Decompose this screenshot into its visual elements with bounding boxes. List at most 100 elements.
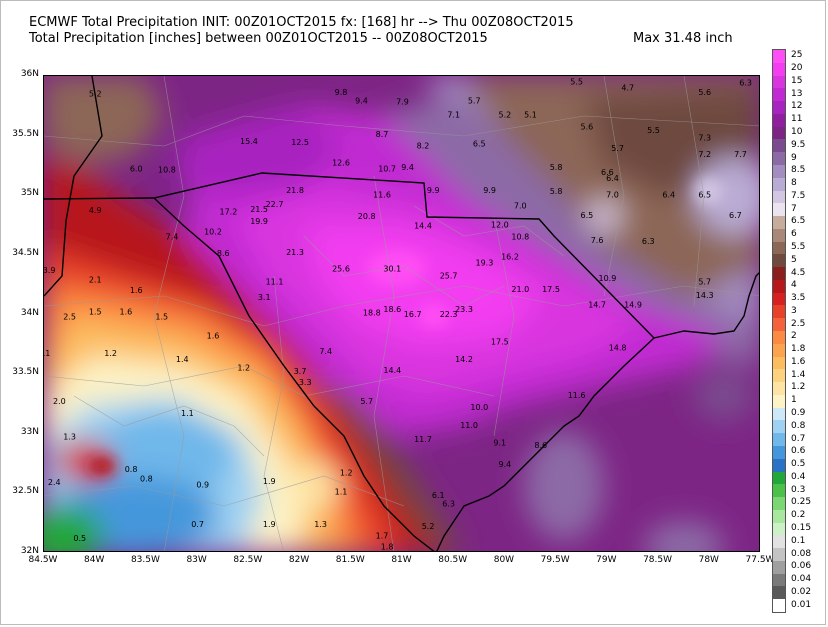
- precip-value-label: 16.7: [404, 310, 422, 319]
- precip-value-label: 0.8: [140, 474, 153, 483]
- precip-value-label: 0.7: [191, 520, 204, 529]
- state-borders: [44, 76, 759, 551]
- precip-value-label: 5.2: [422, 522, 435, 531]
- precip-value-label: 20.8: [358, 212, 376, 221]
- longitude-label: 82.5W: [233, 555, 263, 565]
- colorbar-swatch: [773, 599, 785, 613]
- precip-value-label: 9.1: [493, 439, 506, 448]
- longitude-label: 77.5W: [745, 555, 775, 565]
- precip-value-label: 5.2: [499, 111, 512, 120]
- precip-value-label: 14.8: [609, 343, 627, 352]
- map-title: ECMWF Total Precipitation INIT: 00Z01OCT…: [29, 15, 574, 30]
- precip-value-label: 6.3: [642, 237, 655, 246]
- precip-value-label: 8.7: [376, 130, 389, 139]
- precip-value-label: 1.9: [263, 477, 276, 486]
- precip-value-label: 0.9: [196, 480, 209, 489]
- precip-value-label: 9.9: [483, 186, 496, 195]
- colorbar-label: 4.5: [791, 267, 806, 278]
- precip-value-label: 7.6: [591, 236, 604, 245]
- precip-value-label: 6.0: [130, 164, 143, 173]
- precip-value-label: 30.1: [383, 265, 401, 274]
- colorbar-swatch: [773, 509, 785, 524]
- precip-value-label: 25.7: [440, 272, 458, 281]
- colorbar-label: 6: [791, 229, 797, 240]
- precip-value-label: 17.2: [219, 207, 237, 216]
- precip-value-label: 6.3: [739, 79, 752, 88]
- longitude-label: 84W: [84, 555, 105, 565]
- precip-value-label: 6.4: [606, 174, 619, 183]
- colorbar-swatch: [773, 292, 785, 306]
- colorbar-label: 1: [791, 395, 797, 406]
- precip-value-label: 1.3: [63, 433, 76, 442]
- precip-value-label: 8.6: [534, 441, 547, 450]
- precip-value-label: 1.6: [120, 308, 133, 317]
- precip-value-label: 11.7: [414, 435, 432, 444]
- precip-value-label: 12.5: [291, 138, 309, 147]
- colorbar-label: 0.1: [791, 535, 806, 546]
- precip-value-label: 18.8: [363, 309, 381, 318]
- precip-value-label: 10.7: [378, 164, 396, 173]
- colorbar-label: 1.4: [791, 369, 806, 380]
- precip-value-label: 14.2: [455, 355, 473, 364]
- colorbar-swatch: [773, 560, 785, 575]
- precip-value-label: 1.4: [176, 355, 189, 364]
- colorbar-swatch: [773, 203, 785, 217]
- precip-value-label: 5.7: [611, 144, 624, 153]
- colorbar-swatch: [773, 152, 785, 166]
- precipitation-map: 5.2 6.0 10.8 4.9 15.4 12.5 9.8 9.4 7.9 7.1 5.7 8.7 8…: [43, 75, 760, 552]
- latitude-label: 34N: [20, 307, 39, 318]
- longitude-label: 80.5W: [438, 555, 468, 565]
- latitude-label: 35.5N: [12, 128, 39, 139]
- precip-value-label: 4.7: [621, 83, 634, 92]
- precip-value-label: 21.5: [250, 205, 268, 214]
- precip-value-label: 9.8: [335, 88, 348, 97]
- colorbar-label: 0.8: [791, 420, 806, 431]
- precip-value-label: 5.7: [468, 96, 481, 105]
- longitude-label: 79W: [596, 555, 617, 565]
- precip-value-label: 3.7: [294, 367, 307, 376]
- colorbar-label: 0.2: [791, 510, 806, 521]
- precip-value-label: 5.1: [524, 111, 537, 120]
- latitude-label: 34.5N: [12, 247, 39, 258]
- precip-value-label: 7.0: [514, 201, 527, 210]
- max-value-label: Max 31.48 inch: [633, 31, 733, 46]
- precip-value-label: 14.3: [696, 291, 714, 300]
- precip-value-label: 7.4: [166, 232, 179, 241]
- longitude-label: 81W: [391, 555, 412, 565]
- colorbar-swatch: [773, 101, 785, 115]
- precip-value-label: 15.4: [240, 137, 258, 146]
- precip-value-label: 14.4: [383, 366, 401, 375]
- colorbar-swatch: [773, 88, 785, 102]
- colorbar-label: 0.01: [791, 599, 812, 610]
- colorbar-swatch: [773, 497, 785, 511]
- precip-value-label: 6.1: [432, 491, 445, 500]
- colorbar-label: 2.5: [791, 318, 806, 329]
- colorbar-label: 0.6: [791, 446, 806, 457]
- precip-value-label: 18.6: [383, 305, 401, 314]
- precip-value-label: 11.0: [460, 421, 478, 430]
- precip-value-label: 21.0: [511, 285, 529, 294]
- colorbar-swatch: [773, 573, 785, 587]
- latitude-label: 33N: [20, 426, 39, 437]
- colorbar-swatch: [773, 216, 785, 230]
- precip-value-label: 1.9: [263, 520, 276, 529]
- precip-value-label: 6.5: [698, 191, 711, 200]
- colorbar-label: 4: [791, 280, 797, 291]
- colorbar-label: 0.15: [791, 522, 812, 533]
- longitude-label: 81.5W: [335, 555, 365, 565]
- colorbar-label: 8: [791, 178, 797, 189]
- longitude-label: 82W: [288, 555, 310, 565]
- precip-value-label: 21.3: [286, 248, 304, 257]
- precip-value-label: 5.1: [44, 349, 50, 358]
- colorbar-label: 5.5: [791, 241, 806, 252]
- colorbar-label: 9.5: [791, 139, 806, 150]
- longitude-label: 80W: [493, 555, 515, 565]
- precip-value-label: 2.0: [53, 397, 66, 406]
- colorbar-label: 10: [791, 127, 803, 138]
- colorbar-label: 7: [791, 203, 797, 214]
- precip-value-label: 1.2: [104, 349, 117, 358]
- precip-value-label: 22.3: [440, 310, 458, 319]
- colorbar-label: 1.2: [791, 382, 806, 393]
- colorbar-swatch: [773, 113, 785, 128]
- colorbar-swatch: [773, 407, 785, 421]
